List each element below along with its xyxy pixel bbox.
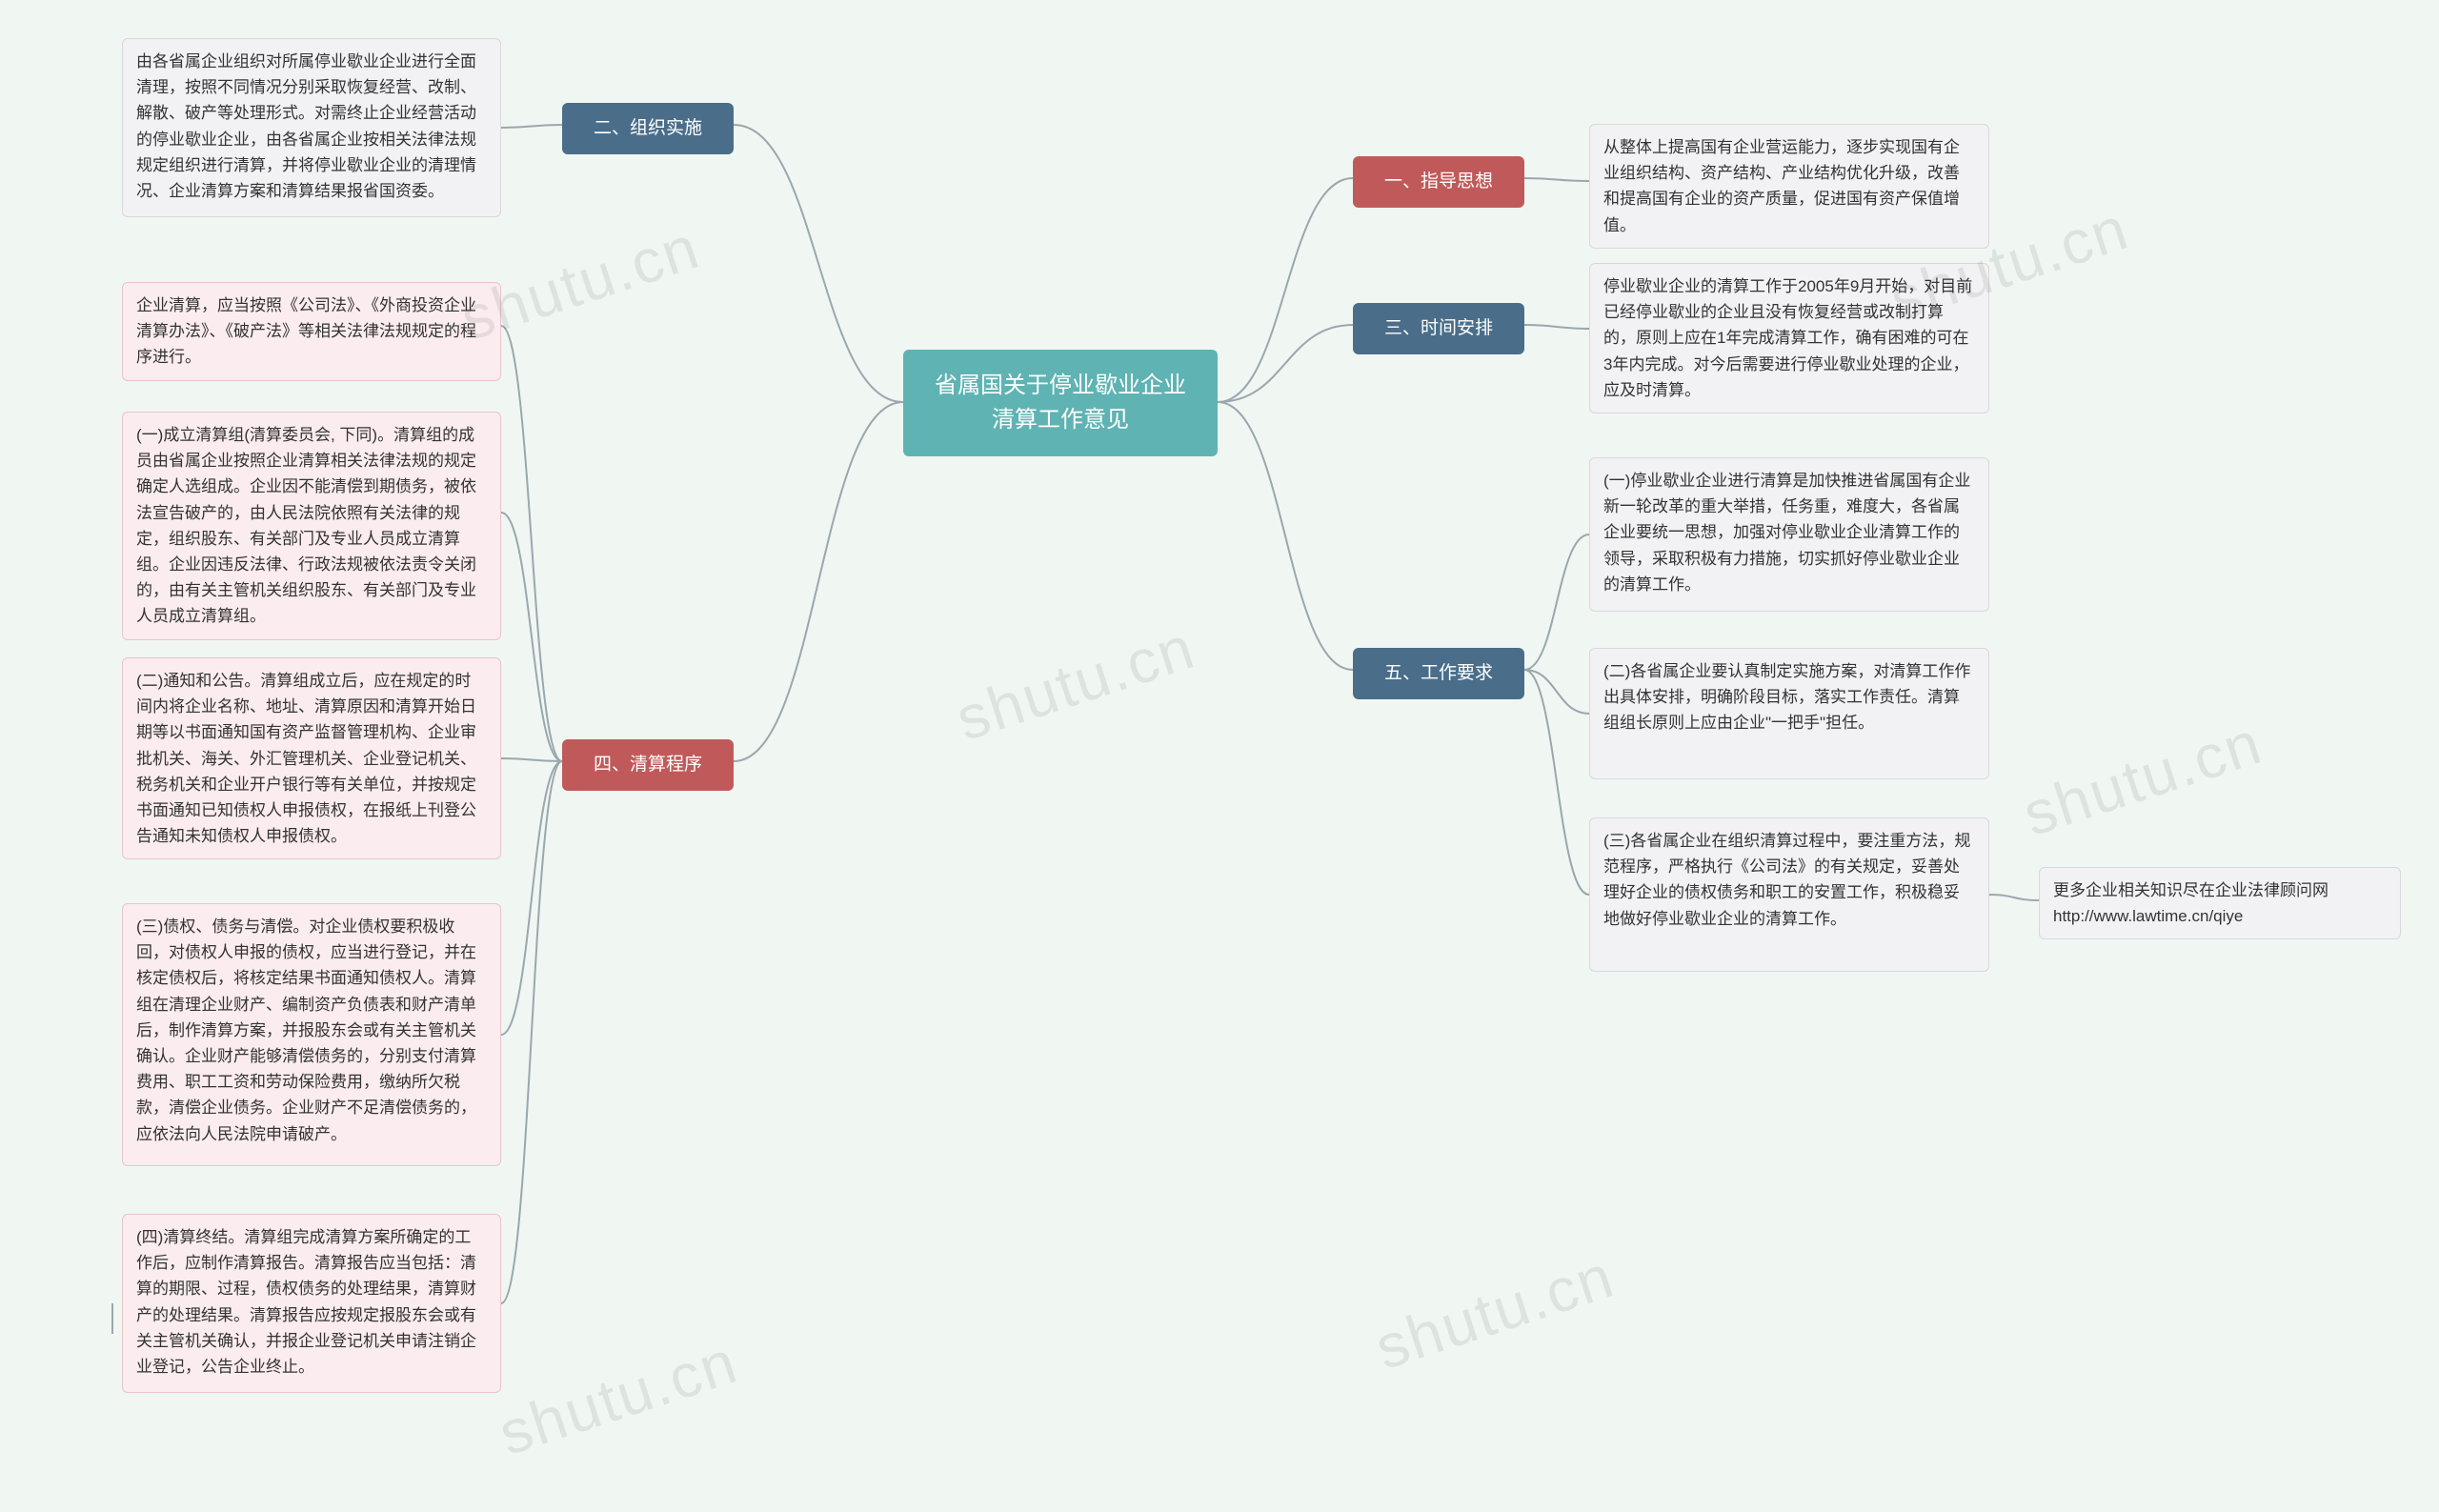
branch-b4[interactable]: 四、清算程序 xyxy=(562,739,734,791)
leaf-l4a[interactable]: 企业清算，应当按照《公司法》、《外商投资企业清算办法》、《破产法》等相关法律法规… xyxy=(122,282,501,381)
leaf-l5a[interactable]: (一)停业歇业企业进行清算是加快推进省属国有企业新一轮改革的重大举措，任务重，难… xyxy=(1589,457,1989,612)
leaf-l6[interactable]: 更多企业相关知识尽在企业法律顾问网http://www.lawtime.cn/q… xyxy=(2039,867,2401,939)
branch-b5[interactable]: 五、工作要求 xyxy=(1353,648,1524,699)
mindmap-stage: 省属国关于停业歇业企业清算工作意见 一、指导思想 二、组织实施三、时间安排四、清算程… xyxy=(0,0,2439,1512)
leaf-l4b[interactable]: (一)成立清算组(清算委员会, 下同)。清算组的成员由省属企业按照企业清算相关法… xyxy=(122,412,501,640)
branch-b2[interactable]: 二、组织实施 xyxy=(562,103,734,154)
leaf-l4e[interactable]: (四)清算终结。清算组完成清算方案所确定的工作后，应制作清算报告。清算报告应当包… xyxy=(122,1214,501,1393)
leaf-l4c[interactable]: (二)通知和公告。清算组成立后，应在规定的时间内将企业名称、地址、清算原因和清算… xyxy=(122,657,501,859)
watermark: shutu.cn xyxy=(948,612,1203,755)
root-node[interactable]: 省属国关于停业歇业企业清算工作意见 xyxy=(903,350,1218,456)
watermark: shutu.cn xyxy=(2015,707,2270,850)
leaf-l5b[interactable]: (二)各省属企业要认真制定实施方案，对清算工作作出具体安排，明确阶段目标，落实工… xyxy=(1589,648,1989,779)
leaf-l3[interactable]: 停业歇业企业的清算工作于2005年9月开始，对目前已经停业歇业的企业且没有恢复经… xyxy=(1589,263,1989,413)
leaf-l5c[interactable]: (三)各省属企业在组织清算过程中，要注重方法，规范程序，严格执行《公司法》的有关… xyxy=(1589,817,1989,972)
branch-b3[interactable]: 三、时间安排 xyxy=(1353,303,1524,354)
leaf-l2[interactable]: 由各省属企业组织对所属停业歇业企业进行全面清理，按照不同情况分别采取恢复经营、改… xyxy=(122,38,501,217)
leaf-l4d[interactable]: (三)债权、债务与清偿。对企业债权要积极收回，对债权人申报的债权，应当进行登记，… xyxy=(122,903,501,1166)
watermark: shutu.cn xyxy=(491,1326,746,1469)
watermark: shutu.cn xyxy=(1367,1240,1623,1383)
leaf-l1[interactable]: 从整体上提高国有企业营运能力，逐步实现国有企业组织结构、资产结构、产业结构优化升… xyxy=(1589,124,1989,249)
branch-b1[interactable]: 一、指导思想 xyxy=(1353,156,1524,208)
